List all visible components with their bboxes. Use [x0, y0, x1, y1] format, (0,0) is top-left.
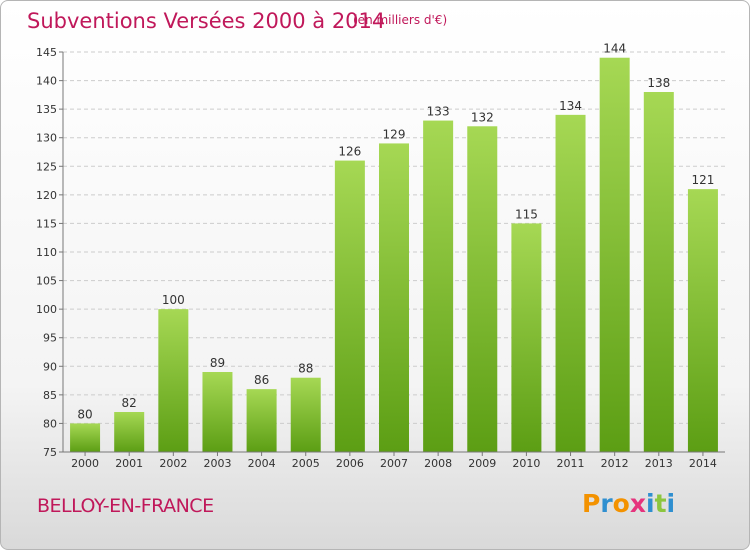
- bar-2012: [599, 57, 630, 452]
- bar-2010: [511, 223, 542, 452]
- bar-2006: [334, 160, 365, 453]
- y-tick-label: 75: [43, 446, 57, 459]
- chart-subtitle: (en milliers d'€): [353, 13, 448, 27]
- logo-letter: r: [600, 489, 613, 518]
- bar-value-label: 126: [338, 145, 361, 159]
- y-tick-label: 110: [36, 246, 57, 259]
- logo-letter: P: [582, 489, 601, 518]
- y-tick-label: 125: [36, 160, 57, 173]
- logo-letter: x: [629, 489, 646, 518]
- bar-value-label: 134: [559, 99, 582, 113]
- y-tick-label: 85: [43, 389, 57, 402]
- x-tick-label: 2002: [159, 457, 187, 470]
- bar-value-label: 115: [515, 207, 538, 221]
- bar-2009: [467, 126, 498, 453]
- x-tick-label: 2010: [512, 457, 540, 470]
- bar-value-label: 132: [471, 110, 494, 124]
- bar-value-label: 88: [298, 362, 313, 376]
- bar-2011: [555, 114, 586, 452]
- bar-value-label: 129: [383, 127, 406, 141]
- x-tick-label: 2000: [71, 457, 99, 470]
- x-tick-label: 2009: [468, 457, 496, 470]
- bar-2005: [290, 377, 321, 452]
- logo-letter: i: [666, 489, 676, 518]
- bar-2004: [246, 389, 277, 452]
- y-tick-label: 80: [43, 417, 57, 430]
- y-tick-label: 105: [36, 275, 57, 288]
- bar-value-label: 82: [122, 396, 137, 410]
- logo-letter: t: [654, 489, 667, 518]
- bar-2003: [202, 372, 233, 452]
- x-tick-label: 2003: [203, 457, 231, 470]
- bar-value-label: 138: [647, 76, 670, 90]
- bar-value-label: 89: [210, 356, 225, 370]
- chart-title: Subventions Versées 2000 à 2014: [27, 9, 386, 33]
- bar-2001: [114, 412, 145, 452]
- bar-2013: [643, 92, 674, 452]
- bar-value-label: 80: [77, 407, 92, 421]
- logo-letter: o: [612, 489, 630, 518]
- bar-value-label: 86: [254, 373, 269, 387]
- bar-value-label: 144: [603, 42, 626, 56]
- x-tick-label: 2007: [380, 457, 408, 470]
- bar-value-label: 121: [691, 173, 714, 187]
- axis-layer: 75 80 85 90 95 100 105 110 115 120 125 130 135 140 145…: [36, 42, 725, 470]
- bar-2014: [687, 189, 718, 452]
- bar-value-label: 100: [162, 293, 185, 307]
- x-tick-label: 2005: [292, 457, 320, 470]
- y-tick-label: 100: [36, 303, 57, 316]
- x-tick-label: 2012: [601, 457, 629, 470]
- x-tick-label: 2008: [424, 457, 452, 470]
- y-tick-label: 140: [36, 75, 57, 88]
- bar-2002: [158, 309, 189, 452]
- x-tick-label: 2014: [689, 457, 717, 470]
- x-tick-label: 2001: [115, 457, 143, 470]
- y-tick-label: 145: [36, 46, 57, 59]
- x-tick-label: 2006: [336, 457, 364, 470]
- bar-2008: [423, 120, 454, 453]
- x-tick-label: 2011: [557, 457, 585, 470]
- town-name: BELLOY-EN-FRANCE: [37, 495, 214, 517]
- bar-layer: [70, 57, 718, 453]
- bar-value-label: 133: [427, 105, 450, 119]
- x-tick-label: 2013: [645, 457, 673, 470]
- y-tick-label: 90: [43, 360, 57, 373]
- y-tick-label: 135: [36, 103, 57, 116]
- x-tick-label: 2004: [248, 457, 276, 470]
- bar-2000: [70, 423, 101, 452]
- y-tick-label: 115: [36, 217, 57, 230]
- proxiti-logo: Proxiti: [582, 489, 675, 518]
- y-tick-label: 120: [36, 189, 57, 202]
- logo-letter: i: [646, 489, 655, 518]
- y-tick-label: 95: [43, 332, 57, 345]
- y-tick-label: 130: [36, 132, 57, 145]
- bar-2007: [379, 143, 409, 452]
